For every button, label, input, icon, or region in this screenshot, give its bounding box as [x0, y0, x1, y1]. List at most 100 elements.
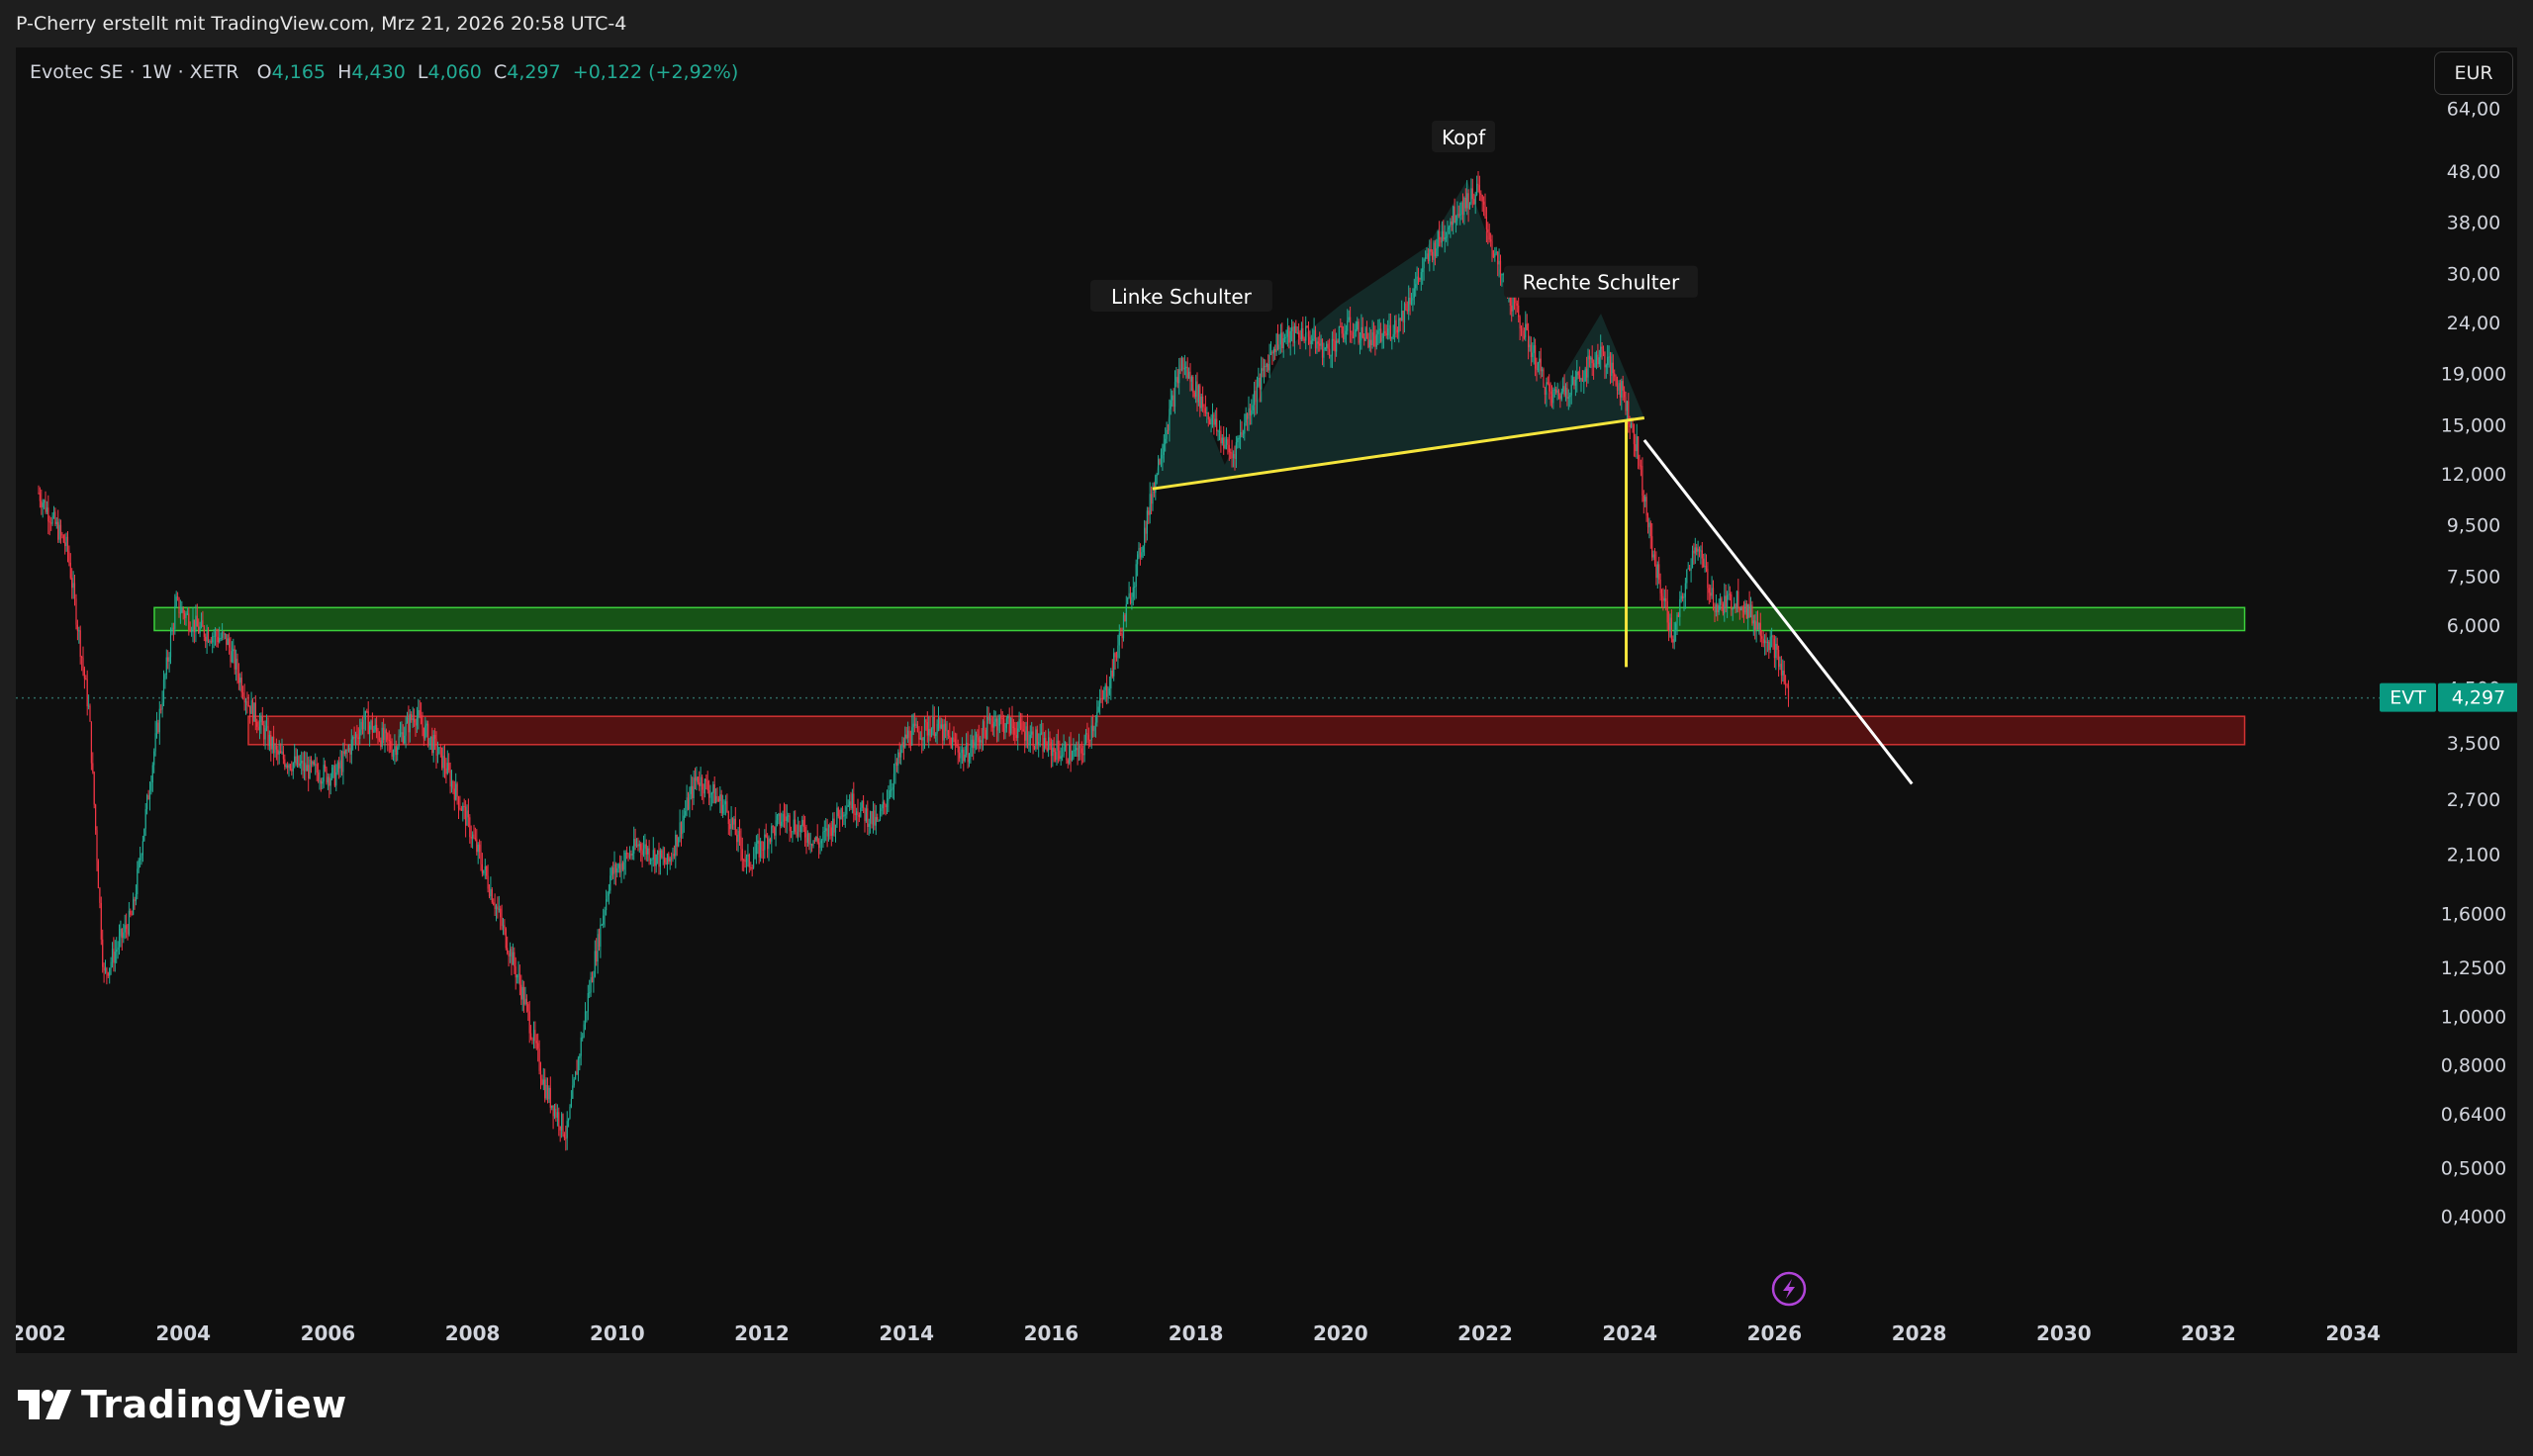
candle-body [1258, 377, 1260, 387]
candle-body [1014, 727, 1016, 735]
candle-body [1162, 455, 1164, 459]
candle-body [827, 824, 830, 837]
candle-body [1466, 193, 1468, 209]
candle-body [233, 649, 235, 652]
candle-body [1213, 413, 1215, 425]
candle-body [1101, 698, 1103, 700]
candle-body [1494, 253, 1496, 258]
candle-body [1628, 401, 1630, 424]
candle-body [1004, 728, 1006, 733]
candle-body [1134, 587, 1136, 588]
candle-body [1043, 738, 1045, 752]
candle-body [1698, 548, 1701, 552]
candle-body [740, 836, 742, 850]
candle-body [1607, 356, 1609, 365]
candle-body [1476, 183, 1478, 195]
candle-body [1303, 338, 1305, 341]
y-axis-tick: 0,8000 [2441, 1055, 2506, 1077]
candle-body [782, 813, 784, 822]
candle-body [872, 810, 875, 825]
candle-body [830, 827, 832, 836]
candle-body [295, 756, 297, 765]
candle-body [1735, 603, 1736, 609]
candle-body [573, 1079, 575, 1086]
candle-body [443, 756, 446, 769]
price-chart[interactable]: Kopf Linke Schulter Rechte Schulter 64,00 48… [16, 47, 2517, 1353]
candle-body [570, 1098, 572, 1107]
candle-body [1474, 195, 1476, 205]
candle-body [244, 700, 247, 703]
candle-body [1340, 325, 1342, 327]
symbol-legend[interactable]: Evotec SE · 1W · XETR O4,165 H4,430 L4,0… [30, 61, 738, 83]
candle-body [185, 613, 187, 618]
candle-body [1528, 329, 1530, 348]
candle-body [310, 759, 313, 765]
candle-body [1498, 260, 1500, 265]
candle-body [350, 739, 352, 755]
candle-body [665, 863, 667, 865]
candle-body [555, 1108, 557, 1118]
candle-body [1701, 550, 1703, 559]
candle-body [1331, 338, 1333, 356]
candle-body [450, 780, 453, 787]
candle-body [1587, 355, 1589, 378]
chart-area[interactable]: Kopf Linke Schulter Rechte Schulter 64,00 48… [16, 47, 2517, 1353]
candle-body [1624, 390, 1626, 398]
candle-body [654, 850, 656, 866]
candle-body [956, 745, 958, 746]
candle-body [1316, 341, 1318, 349]
candle-body [542, 1079, 544, 1085]
candle-body [723, 803, 725, 805]
candle-body [1176, 377, 1178, 384]
candle-body [885, 804, 887, 808]
candle-body [703, 789, 704, 794]
candle-body [427, 723, 429, 746]
candle-body [804, 826, 806, 838]
candle-body [214, 631, 217, 636]
candle-body [1268, 354, 1270, 371]
candle-body [1242, 433, 1244, 435]
candle-body [429, 736, 431, 739]
candle-body [1295, 325, 1297, 333]
currency-button[interactable]: EUR [2434, 51, 2513, 95]
candle-body [937, 717, 940, 724]
candle-body [897, 752, 899, 766]
candle-body [1480, 193, 1482, 195]
candle-body [1727, 594, 1729, 607]
tradingview-logo[interactable]: TradingView [18, 1383, 347, 1426]
symbol-name[interactable]: Evotec SE · 1W · XETR [30, 61, 239, 83]
candle-body [971, 739, 973, 748]
candle-body [111, 949, 114, 962]
candle-body [1221, 437, 1223, 444]
candle-body [785, 816, 787, 821]
candle-body [1408, 298, 1410, 312]
candle-body [1032, 731, 1034, 747]
y-axis-tick: 0,5000 [2441, 1157, 2506, 1179]
candle-body [169, 634, 172, 658]
candle-body [1544, 387, 1546, 395]
candle-body [811, 844, 813, 846]
candle-body [1300, 327, 1302, 340]
candle-body [1586, 368, 1588, 378]
candle-body [1492, 249, 1494, 258]
candle-body [1266, 364, 1267, 367]
candle-body [847, 804, 849, 807]
candle-body [977, 734, 979, 738]
candle-body [1156, 474, 1158, 476]
candle-body [1467, 193, 1469, 210]
candle-body [597, 934, 599, 962]
candle-body [722, 804, 724, 814]
candle-body [1228, 444, 1230, 453]
candle-body [1261, 368, 1263, 390]
candle-body [456, 783, 458, 797]
candle-body [710, 792, 712, 795]
candle-body [551, 1105, 553, 1108]
candle-body [1330, 355, 1332, 357]
candle-body [120, 929, 122, 937]
neckline [1152, 415, 1645, 491]
candle-body [415, 722, 417, 726]
candle-body [1207, 412, 1209, 419]
candle-body [837, 807, 839, 817]
candle-body [1738, 608, 1740, 611]
candle-body [229, 638, 231, 648]
